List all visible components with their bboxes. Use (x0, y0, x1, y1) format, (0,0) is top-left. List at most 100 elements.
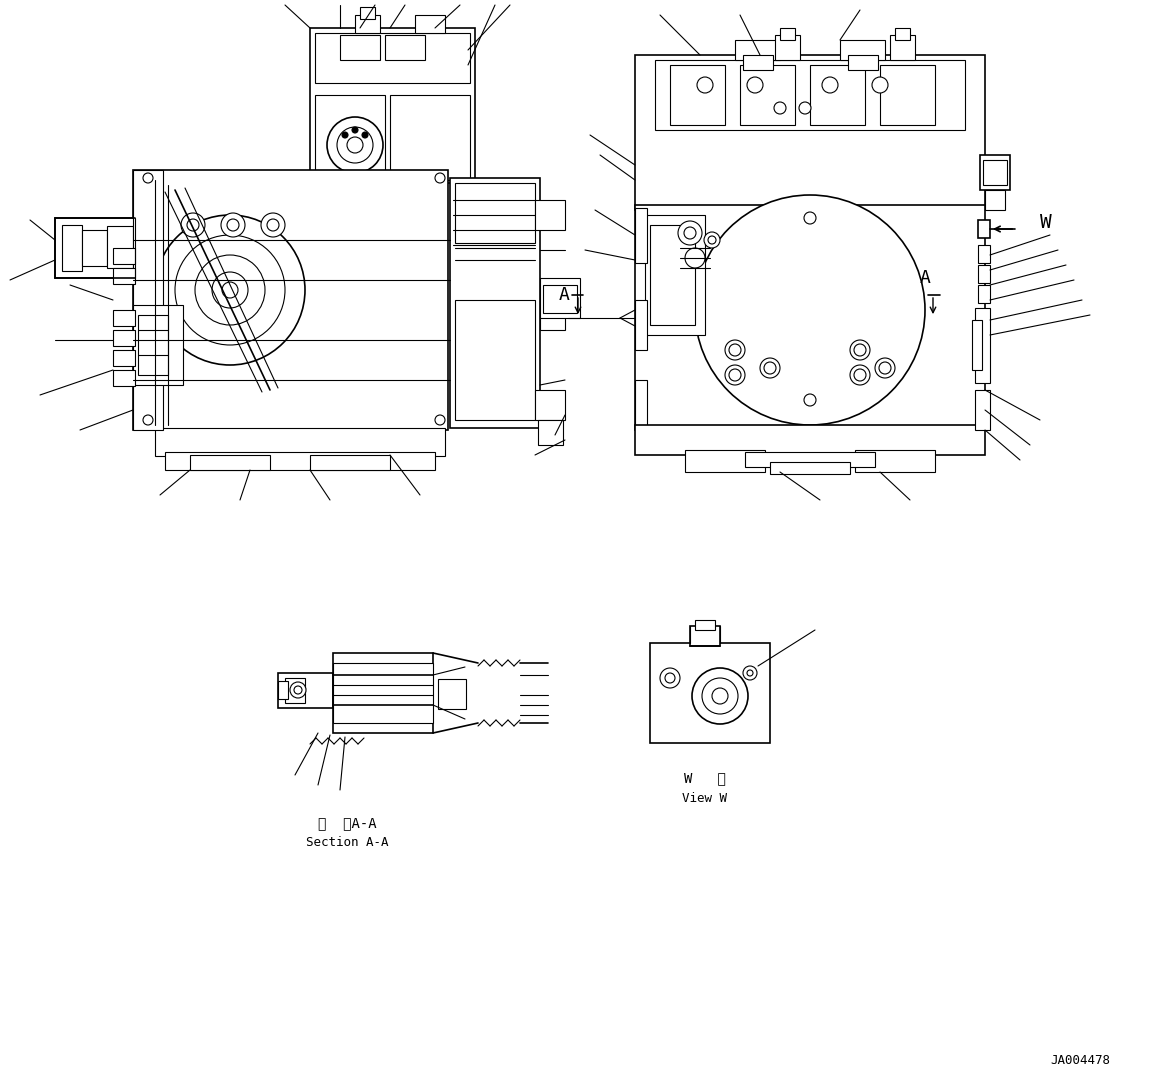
Circle shape (695, 195, 925, 425)
Circle shape (435, 415, 445, 425)
Bar (540, 300, 565, 330)
Bar (978, 245, 990, 263)
Circle shape (799, 102, 811, 114)
Bar (455, 183, 535, 244)
Circle shape (352, 127, 358, 133)
Circle shape (704, 232, 720, 248)
Bar (690, 626, 720, 646)
Circle shape (337, 127, 373, 163)
Bar (685, 450, 765, 472)
Circle shape (702, 678, 739, 714)
Bar (670, 66, 725, 124)
Bar (355, 15, 380, 33)
Bar (83, 230, 107, 266)
Bar (650, 225, 695, 325)
Circle shape (155, 215, 305, 365)
Text: JA004478: JA004478 (1050, 1054, 1110, 1067)
Circle shape (747, 78, 763, 93)
Bar (975, 390, 990, 430)
Circle shape (804, 394, 816, 406)
Circle shape (775, 102, 786, 114)
Circle shape (712, 688, 728, 704)
Bar (972, 320, 982, 370)
Circle shape (294, 686, 302, 695)
Circle shape (872, 78, 889, 93)
Bar (983, 161, 1007, 185)
Bar (535, 200, 565, 230)
Circle shape (212, 272, 248, 308)
Bar (311, 455, 390, 470)
Circle shape (725, 340, 745, 360)
Text: W: W (1040, 213, 1051, 232)
Circle shape (187, 219, 199, 232)
Bar (311, 28, 475, 183)
Bar (55, 218, 135, 278)
Bar (540, 278, 580, 318)
Circle shape (267, 219, 279, 232)
Bar (190, 455, 270, 470)
Bar (113, 351, 135, 366)
Bar (535, 390, 565, 420)
Bar (165, 452, 435, 470)
Circle shape (729, 369, 741, 381)
Bar (155, 428, 445, 456)
Bar (635, 380, 647, 430)
Circle shape (342, 132, 348, 138)
Bar (978, 265, 990, 283)
Circle shape (879, 363, 891, 373)
Bar (635, 205, 985, 430)
Bar (770, 462, 850, 474)
Bar (543, 285, 577, 313)
Bar (113, 370, 135, 385)
Bar (650, 643, 770, 743)
Bar (315, 33, 470, 83)
Bar (385, 35, 424, 60)
Circle shape (221, 213, 245, 237)
Bar (740, 66, 795, 124)
Circle shape (143, 415, 154, 425)
Bar (978, 219, 990, 238)
Bar (855, 450, 935, 472)
Bar (538, 420, 563, 446)
Bar (113, 248, 135, 264)
Bar (438, 679, 466, 709)
Circle shape (143, 173, 154, 183)
Circle shape (804, 212, 816, 224)
Text: Section A-A: Section A-A (306, 836, 388, 850)
Circle shape (261, 213, 285, 237)
Circle shape (290, 682, 306, 698)
Bar (978, 285, 990, 302)
Circle shape (678, 221, 702, 245)
Bar (896, 28, 909, 40)
Circle shape (327, 117, 383, 173)
Bar (333, 653, 433, 733)
Bar (635, 207, 647, 263)
Circle shape (181, 213, 205, 237)
Bar (840, 40, 885, 60)
Bar (780, 28, 795, 40)
Bar (635, 300, 647, 351)
Bar (880, 66, 935, 124)
Bar (315, 95, 385, 180)
Circle shape (854, 344, 866, 356)
Circle shape (685, 248, 705, 268)
Bar (635, 425, 985, 455)
Bar (138, 314, 167, 375)
Bar (278, 673, 333, 708)
Circle shape (729, 344, 741, 356)
Bar (113, 268, 135, 284)
Bar (133, 170, 163, 430)
Circle shape (684, 227, 695, 239)
Circle shape (665, 673, 675, 682)
Circle shape (435, 173, 445, 183)
Bar (113, 310, 135, 327)
Bar (985, 190, 1005, 210)
Bar (655, 60, 965, 130)
Bar (390, 95, 470, 180)
Text: A: A (920, 269, 930, 287)
Bar (745, 452, 875, 467)
Circle shape (759, 358, 780, 378)
Bar (278, 681, 288, 699)
Bar (62, 225, 83, 271)
Circle shape (743, 666, 757, 680)
